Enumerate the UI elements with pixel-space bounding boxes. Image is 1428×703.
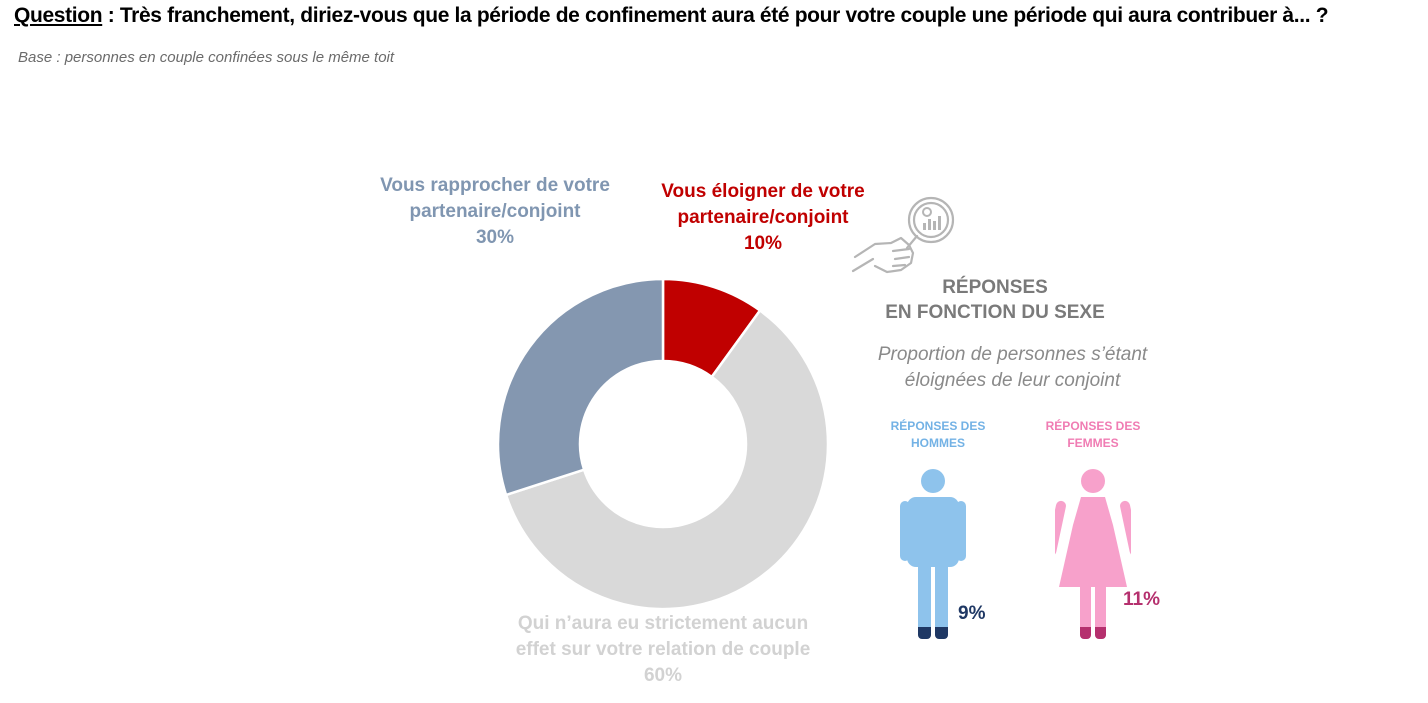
slice-label-aucun-line1: Qui n’aura eu strictement aucun xyxy=(517,613,809,634)
base-note: Base : personnes en couple confinées sou… xyxy=(18,49,395,66)
women-label: RÉPONSES DES FEMMES xyxy=(1023,418,1163,452)
women-label-line1: RÉPONSES DES xyxy=(1045,419,1141,433)
side-subtitle-line1: Proportion de personnes s’étant xyxy=(877,344,1148,365)
side-subtitle: Proportion de personnes s’étant éloignée… xyxy=(845,342,1180,394)
man-icon xyxy=(900,469,966,639)
question-title: Question : Très franchement, diriez-vous… xyxy=(14,4,1419,28)
slice-label-rapprocher-line1: Vous rapprocher de votre xyxy=(380,175,610,196)
side-title-line1: RÉPONSES xyxy=(942,277,1048,298)
donut-slice-2 xyxy=(498,279,665,497)
men-percentage: 9% xyxy=(958,603,986,624)
women-percentage: 11% xyxy=(1123,589,1160,610)
slice-label-aucun: Qui n’aura eu strictement aucun effet su… xyxy=(483,611,843,689)
slice-label-eloigner-pct: 10% xyxy=(743,233,783,254)
slice-label-eloigner-line2: partenaire/conjoint xyxy=(677,207,849,228)
men-label-line1: RÉPONSES DES xyxy=(890,419,986,433)
women-label-line2: FEMMES xyxy=(1067,436,1119,450)
slice-label-rapprocher-line2: partenaire/conjoint xyxy=(409,201,581,222)
donut-svg xyxy=(498,279,828,609)
side-subtitle-line2: éloignées de leur conjoint xyxy=(904,370,1121,391)
men-label-line2: HOMMES xyxy=(911,436,965,450)
side-title-line2: EN FONCTION DU SEXE xyxy=(885,302,1105,323)
side-title: RÉPONSES EN FONCTION DU SEXE xyxy=(850,275,1140,325)
slice-label-eloigner: Vous éloigner de votre partenaire/conjoi… xyxy=(628,179,898,257)
slice-label-eloigner-line1: Vous éloigner de votre xyxy=(661,181,865,202)
slice-label-aucun-pct: 60% xyxy=(643,665,683,686)
woman-icon xyxy=(1055,469,1131,639)
slice-label-rapprocher-pct: 30% xyxy=(475,227,515,248)
question-text: : Très franchement, diriez-vous que la p… xyxy=(102,4,1329,27)
donut-chart xyxy=(498,279,828,609)
donut-slice-1 xyxy=(504,308,828,609)
slice-label-aucun-line2: effet sur votre relation de couple xyxy=(515,639,811,660)
slice-label-rapprocher: Vous rapprocher de votre partenaire/conj… xyxy=(340,173,650,251)
magnifier-chart-icon xyxy=(851,196,955,274)
men-label: RÉPONSES DES HOMMES xyxy=(868,418,1008,452)
question-label: Question xyxy=(14,4,103,27)
